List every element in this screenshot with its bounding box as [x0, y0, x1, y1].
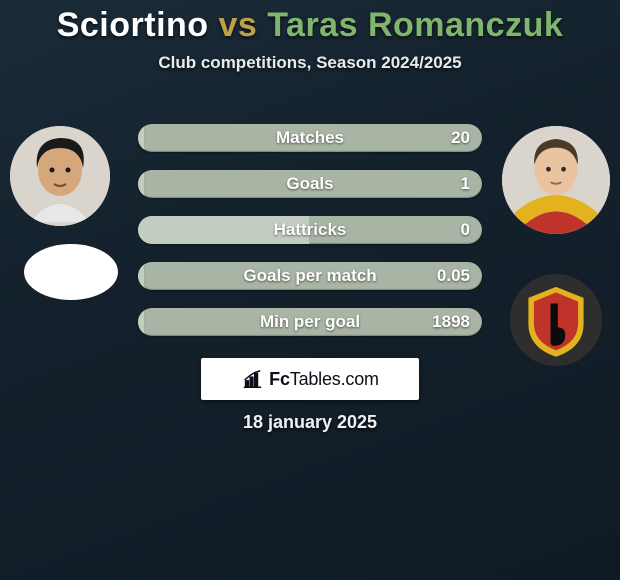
stat-row-leftfill	[138, 216, 310, 244]
subtitle: Club competitions, Season 2024/2025	[0, 53, 620, 73]
stat-row: Matches20	[138, 124, 482, 152]
bars-icon	[241, 368, 263, 390]
brand-text-3: .com	[341, 369, 379, 389]
date-text: 18 january 2025	[0, 412, 620, 433]
stat-row: Min per goal1898	[138, 308, 482, 336]
player1-avatar	[10, 126, 110, 226]
title-player1: Sciortino	[57, 6, 209, 44]
brand-text-1: Fc	[269, 369, 290, 389]
stat-value-right: 20	[439, 124, 482, 152]
player1-avatar-svg	[10, 126, 110, 226]
stat-label: Min per goal	[138, 308, 482, 336]
page-title: Sciortino vs Taras Romanczuk	[0, 0, 620, 45]
stat-value-right: 1898	[420, 308, 482, 336]
stats-container: Matches20 Goals1 Hattricks0 Goals per match…	[138, 124, 482, 354]
stat-row-leftfill	[138, 124, 145, 152]
stat-row: Goals1	[138, 170, 482, 198]
stat-row: Hattricks0	[138, 216, 482, 244]
stat-row-leftfill	[138, 308, 145, 336]
title-vs: vs	[219, 6, 258, 44]
brand-text: FcTables.com	[269, 369, 379, 390]
stat-value-right: 1	[449, 170, 482, 198]
stat-label: Matches	[138, 124, 482, 152]
title-player2: Taras Romanczuk	[267, 6, 563, 44]
stat-row: Goals per match0.05	[138, 262, 482, 290]
player2-team-logo-svg	[510, 274, 602, 366]
brand-pill: FcTables.com	[201, 358, 419, 400]
player2-avatar	[502, 126, 610, 234]
stat-label: Goals per match	[138, 262, 482, 290]
player2-avatar-svg	[502, 126, 610, 234]
brand-text-2: Tables	[290, 369, 341, 389]
stat-label: Goals	[138, 170, 482, 198]
stat-row-leftfill	[138, 170, 145, 198]
stat-value-right: 0.05	[425, 262, 482, 290]
stat-row-leftfill	[138, 262, 145, 290]
player2-team-logo	[510, 274, 602, 366]
stat-value-right: 0	[449, 216, 482, 244]
player1-team-logo	[24, 244, 118, 300]
